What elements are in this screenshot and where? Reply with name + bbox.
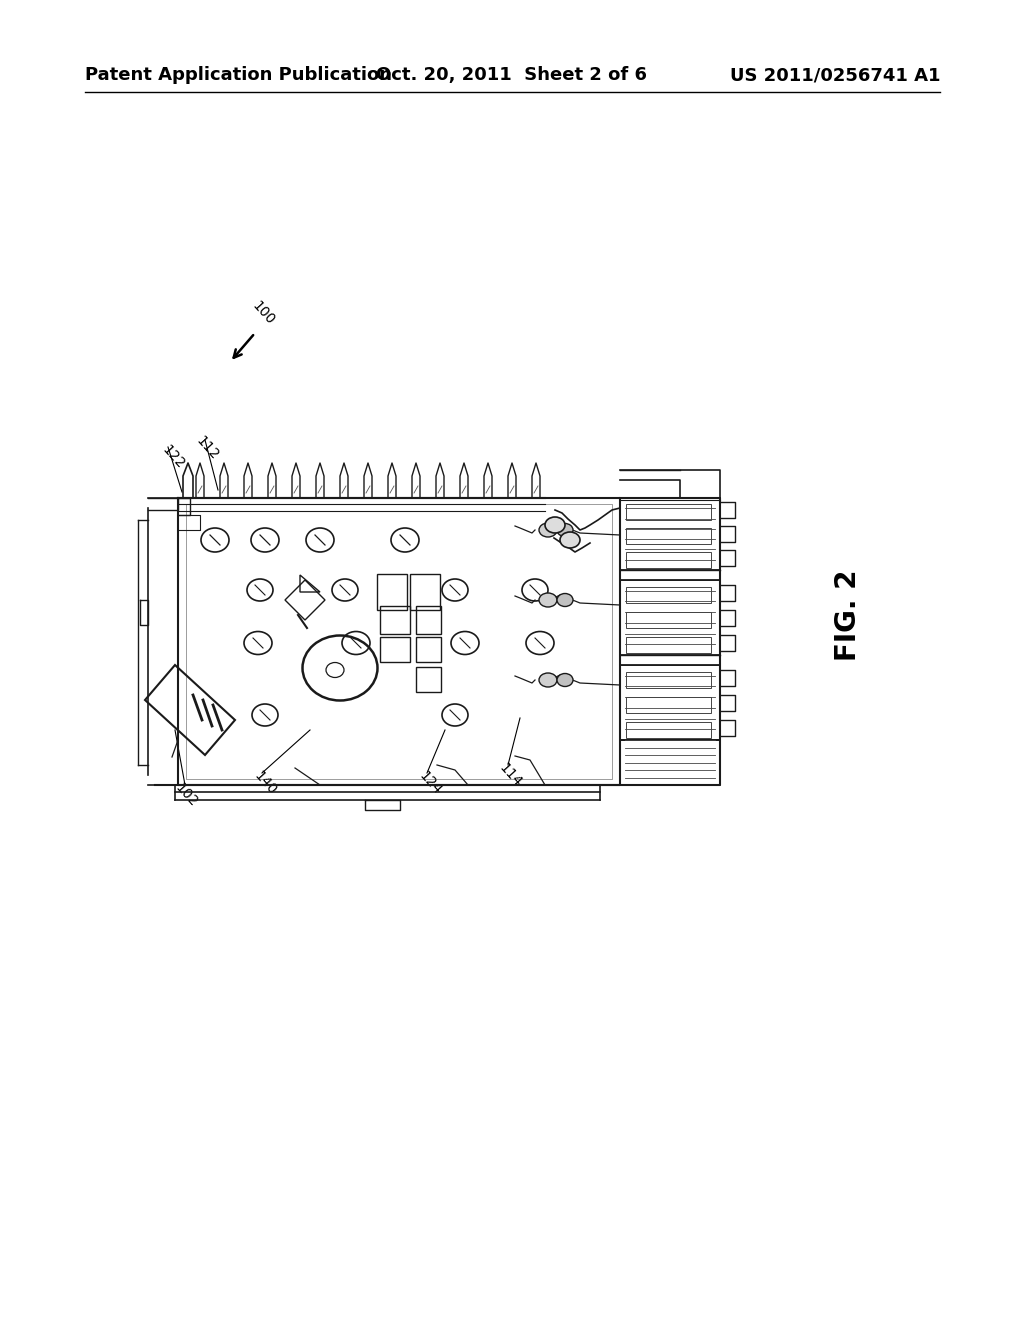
Text: 122: 122 xyxy=(159,442,187,471)
Bar xyxy=(377,574,407,610)
Bar xyxy=(626,636,711,652)
Ellipse shape xyxy=(539,523,557,537)
Text: 140: 140 xyxy=(251,768,279,797)
Bar xyxy=(416,667,441,692)
Ellipse shape xyxy=(557,673,573,686)
Text: FIG. 2: FIG. 2 xyxy=(834,569,862,661)
Bar xyxy=(626,722,711,738)
Ellipse shape xyxy=(539,673,557,686)
Bar xyxy=(626,528,711,544)
Bar xyxy=(626,611,711,627)
Text: Patent Application Publication: Patent Application Publication xyxy=(85,66,392,84)
Ellipse shape xyxy=(545,517,565,533)
Text: 114: 114 xyxy=(496,760,524,789)
Ellipse shape xyxy=(557,524,573,536)
Bar xyxy=(410,574,440,610)
Ellipse shape xyxy=(539,593,557,607)
Bar xyxy=(626,504,711,520)
Bar xyxy=(416,638,441,663)
Bar xyxy=(626,552,711,568)
Text: 112: 112 xyxy=(193,433,221,462)
Text: 124: 124 xyxy=(416,768,444,797)
Bar xyxy=(626,586,711,602)
Bar xyxy=(380,606,410,634)
Ellipse shape xyxy=(557,594,573,606)
Bar xyxy=(626,697,711,713)
Text: 102: 102 xyxy=(172,780,200,809)
Bar xyxy=(416,606,441,634)
Text: Oct. 20, 2011  Sheet 2 of 6: Oct. 20, 2011 Sheet 2 of 6 xyxy=(377,66,647,84)
Bar xyxy=(380,638,410,663)
Bar xyxy=(626,672,711,688)
Text: 100: 100 xyxy=(249,298,278,327)
Text: US 2011/0256741 A1: US 2011/0256741 A1 xyxy=(729,66,940,84)
Ellipse shape xyxy=(560,532,580,548)
